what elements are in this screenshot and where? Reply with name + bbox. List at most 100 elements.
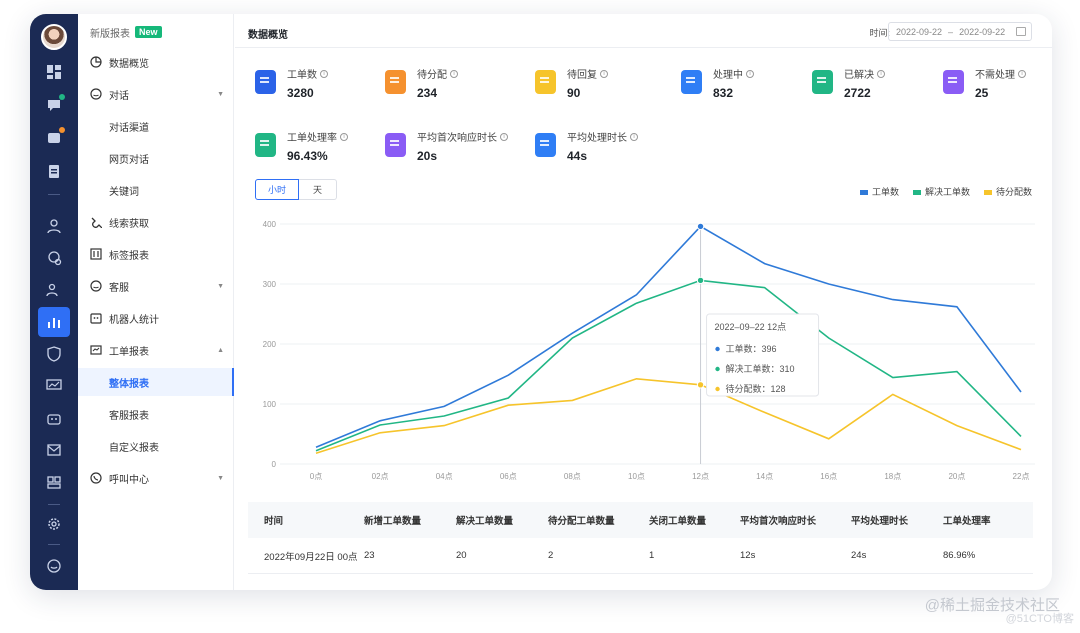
- location-icon[interactable]: [38, 244, 70, 272]
- shield-icon[interactable]: [38, 340, 70, 368]
- stat-label: 待分配: [417, 70, 447, 81]
- stat-value: 90: [567, 86, 581, 100]
- table-cell: 2022年09月22日 00点: [264, 551, 358, 563]
- settings-icon[interactable]: [38, 510, 70, 538]
- info-icon[interactable]: i: [1018, 69, 1026, 78]
- ticket-icon: [90, 344, 102, 356]
- mail-icon[interactable]: [38, 436, 70, 464]
- menu-item-label: 工单报表: [109, 346, 149, 358]
- chart-legend: 工单数 解决工单数 待分配数: [859, 185, 1032, 198]
- legend-item[interactable]: 解决工单数: [912, 185, 970, 198]
- column-header: 待分配工单数量: [548, 516, 615, 527]
- stat-label: 平均处理时长: [567, 133, 627, 144]
- chevron-down-icon: ▼: [217, 282, 224, 290]
- table-body: 2022年09月22日 00点 23 20 2 1 12s 24s 86.96%: [248, 538, 1033, 574]
- stat-value: 3280: [287, 86, 314, 100]
- help-chat-icon[interactable]: [38, 552, 70, 580]
- report-chart-icon[interactable]: [38, 307, 70, 337]
- menu-item-label: 数据概览: [109, 58, 149, 70]
- menu-item-keywords[interactable]: 关键词: [78, 176, 234, 204]
- column-header: 平均处理时长: [851, 516, 909, 527]
- legend-label: 解决工单数: [924, 187, 970, 197]
- toggle-hour[interactable]: 小时: [255, 179, 300, 200]
- table-cell: 23: [364, 550, 375, 561]
- message-icon[interactable]: [38, 124, 70, 152]
- stat-icon: [255, 133, 276, 157]
- stat-icon: [812, 70, 833, 94]
- info-icon[interactable]: i: [630, 132, 638, 141]
- menu-item-label: 关键词: [109, 186, 139, 198]
- menu-item-ticket-report[interactable]: 工单报表 ▲: [78, 336, 234, 364]
- stat-label: 工单处理率: [287, 133, 337, 144]
- series-line: [315, 279, 1022, 452]
- x-tick-label: 06点: [500, 472, 517, 481]
- user-icon[interactable]: [38, 212, 70, 240]
- table-row: 2022年09月22日 00点 23 20 2 1 12s 24s 86.96%: [248, 538, 1033, 574]
- app-window: 新版报表 New 数据概览 对话 ▼ 对话渠道 网页对话 关键词 线索获取 标签报…: [30, 14, 1052, 590]
- chevron-down-icon: ▼: [217, 90, 224, 98]
- menu-item-leads[interactable]: 线索获取: [78, 208, 234, 236]
- menu-header: 新版报表 New: [78, 18, 234, 46]
- y-tick-label: 100: [263, 400, 277, 409]
- menu-item-agent-report[interactable]: 客服报表: [78, 400, 234, 428]
- team-icon[interactable]: [38, 276, 70, 304]
- chat-icon[interactable]: [38, 91, 70, 119]
- stat-card: 不需处理 i 25: [943, 66, 1026, 102]
- robot-icon[interactable]: [38, 404, 70, 432]
- tooltip-dot: [715, 366, 720, 372]
- date-range-picker[interactable]: 2022-09-22 – 2022-09-22: [888, 22, 1032, 41]
- menu-item-custom-report[interactable]: 自定义报表: [78, 432, 234, 460]
- menu-item-web-dialog[interactable]: 网页对话: [78, 144, 234, 172]
- column-header: 平均首次响应时长: [740, 516, 817, 527]
- menu-item-tag-report[interactable]: 标签报表: [78, 240, 234, 268]
- table-cell: 24s: [851, 550, 867, 561]
- info-icon[interactable]: i: [746, 69, 754, 78]
- legend-item[interactable]: 待分配数: [983, 185, 1032, 198]
- menu-item-overall-report[interactable]: 整体报表: [78, 368, 234, 396]
- dashboard-icon[interactable]: [38, 58, 70, 86]
- x-tick-label: 18点: [884, 472, 901, 481]
- phone-icon: [90, 472, 102, 484]
- x-tick-label: 16点: [820, 472, 837, 481]
- stat-label: 待回复: [567, 70, 597, 81]
- stat-icon: [681, 70, 702, 94]
- info-icon[interactable]: i: [500, 132, 508, 141]
- stat-icon: [535, 133, 556, 157]
- monitor-icon[interactable]: [38, 372, 70, 400]
- stat-icon: [943, 70, 964, 94]
- apps-icon[interactable]: [38, 468, 70, 496]
- column-header: 工单处理率: [943, 516, 991, 527]
- column-header: 解决工单数量: [456, 516, 514, 527]
- info-icon[interactable]: i: [450, 69, 458, 78]
- info-icon[interactable]: i: [877, 69, 885, 78]
- menu-item-dialog-channel[interactable]: 对话渠道: [78, 112, 234, 140]
- menu-item-call-center[interactable]: 呼叫中心 ▼: [78, 464, 234, 492]
- rail-divider: [48, 504, 60, 505]
- info-icon[interactable]: i: [340, 132, 348, 141]
- x-tick-label: 10点: [628, 472, 645, 481]
- stat-icon: [385, 70, 406, 94]
- info-icon[interactable]: i: [600, 69, 608, 78]
- legend-swatch: [912, 190, 921, 196]
- x-tick-label: 08点: [564, 472, 581, 481]
- watermark-secondary: @51CTO博客: [1005, 613, 1074, 625]
- robot-icon: [90, 312, 102, 324]
- column-header: 时间: [264, 516, 284, 527]
- y-tick-label: 0: [272, 460, 277, 469]
- menu-item-overview[interactable]: 数据概览: [78, 48, 234, 76]
- legend-item[interactable]: 工单数: [859, 185, 899, 198]
- menu-item-agent[interactable]: 客服 ▼: [78, 272, 234, 300]
- user-avatar[interactable]: [41, 24, 67, 50]
- menu-item-dialog[interactable]: 对话 ▼: [78, 80, 234, 108]
- legend-label: 工单数: [871, 187, 899, 197]
- stat-value: 832: [713, 86, 734, 100]
- clipboard-icon[interactable]: [38, 157, 70, 185]
- calendar-icon: [1016, 27, 1026, 36]
- toggle-day[interactable]: 天: [299, 179, 338, 200]
- x-tick-label: 14点: [756, 472, 773, 481]
- date-separator: –: [948, 26, 954, 37]
- menu-item-robot-stats[interactable]: 机器人统计: [78, 304, 234, 332]
- legend-label: 待分配数: [995, 187, 1032, 197]
- table-cell: 86.96%: [943, 550, 976, 561]
- info-icon[interactable]: i: [320, 69, 328, 78]
